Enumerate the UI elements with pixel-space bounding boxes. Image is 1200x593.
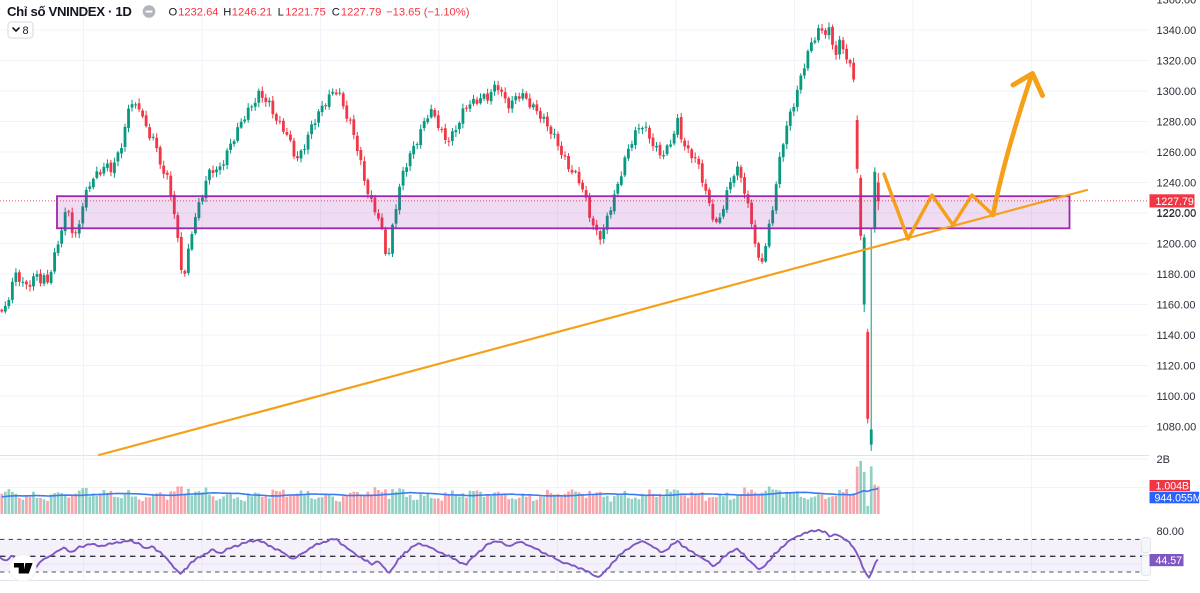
- svg-text:1240.00: 1240.00: [1157, 178, 1197, 190]
- svg-text:1120.00: 1120.00: [1157, 361, 1196, 373]
- svg-text:H: H: [223, 7, 231, 19]
- svg-text:1227.79: 1227.79: [1156, 196, 1194, 208]
- svg-text:C: C: [332, 7, 340, 19]
- svg-text:1246.21: 1246.21: [232, 7, 272, 19]
- svg-text:1300.00: 1300.00: [1157, 86, 1197, 98]
- svg-text:8: 8: [23, 25, 29, 37]
- svg-text:1221.75: 1221.75: [285, 7, 325, 19]
- svg-text:1260.00: 1260.00: [1157, 147, 1197, 159]
- svg-text:44.57: 44.57: [1156, 555, 1183, 567]
- svg-text:1200.00: 1200.00: [1157, 239, 1197, 251]
- svg-text:1160.00: 1160.00: [1157, 300, 1196, 312]
- svg-text:1220.00: 1220.00: [1157, 208, 1197, 220]
- svg-text:L: L: [278, 7, 284, 19]
- svg-text:1100.00: 1100.00: [1157, 391, 1196, 403]
- svg-text:1180.00: 1180.00: [1157, 269, 1196, 281]
- svg-text:80.00: 80.00: [1157, 526, 1185, 538]
- svg-text:1.004B: 1.004B: [1156, 481, 1190, 493]
- svg-text:O: O: [169, 7, 178, 19]
- svg-text:1340.00: 1340.00: [1157, 25, 1197, 37]
- svg-text:1360.00: 1360.00: [1157, 0, 1197, 7]
- svg-text:2B: 2B: [1157, 454, 1170, 466]
- svg-text:Chỉ số VNINDEX · 1D: Chỉ số VNINDEX · 1D: [7, 4, 132, 19]
- svg-text:944.055M: 944.055M: [1155, 493, 1200, 505]
- svg-text:1227.79: 1227.79: [341, 7, 381, 19]
- svg-text:1320.00: 1320.00: [1157, 56, 1197, 68]
- svg-text:1280.00: 1280.00: [1157, 117, 1197, 129]
- svg-text:−13.65 (−1.10%): −13.65 (−1.10%): [386, 7, 470, 19]
- svg-text:1080.00: 1080.00: [1157, 422, 1197, 434]
- svg-text:1140.00: 1140.00: [1157, 330, 1196, 342]
- svg-text:1232.64: 1232.64: [178, 7, 218, 19]
